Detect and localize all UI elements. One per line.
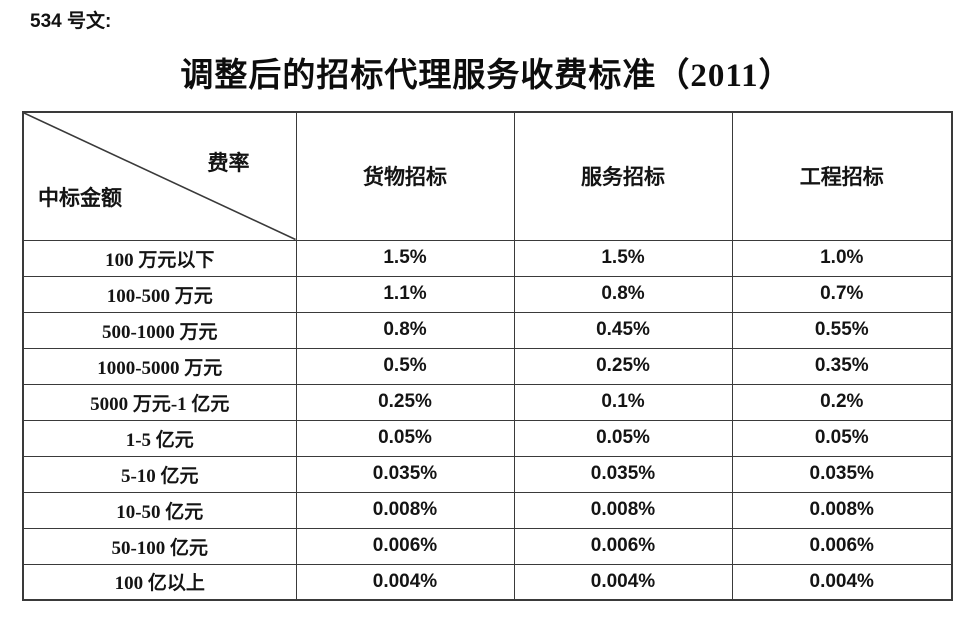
corner-label-amount: 中标金额 (38, 185, 122, 210)
rate-cell: 0.45% (513, 311, 733, 349)
row-label: 100 亿以上 (22, 563, 297, 601)
page-title: 调整后的招标代理服务收费标准（2011） (180, 58, 793, 94)
table-row: 10-50 亿元 0.008% 0.008% 0.008% (22, 491, 953, 529)
row-label: 500-1000 万元 (22, 311, 297, 349)
rate-cell: 0.004% (731, 563, 953, 601)
table-row: 500-1000 万元 0.8% 0.45% 0.55% (22, 311, 953, 349)
rate-cell: 0.035% (295, 455, 515, 493)
table-row: 5-10 亿元 0.035% 0.035% 0.035% (22, 455, 953, 493)
rate-cell: 0.25% (513, 347, 733, 385)
table-row: 50-100 亿元 0.006% 0.006% 0.006% (22, 527, 953, 565)
table-row: 100 万元以下 1.5% 1.5% 1.0% (22, 239, 953, 277)
rate-cell: 0.05% (513, 419, 733, 457)
column-header-engineering: 工程招标 (731, 111, 953, 241)
rate-cell: 0.004% (513, 563, 733, 601)
row-label: 5-10 亿元 (22, 455, 297, 493)
table-row: 100 亿以上 0.004% 0.004% 0.004% (22, 563, 953, 601)
row-label: 5000 万元-1 亿元 (22, 383, 297, 421)
table-header-row: 费率 中标金额 货物招标 服务招标 工程招标 (22, 111, 953, 241)
row-label: 1-5 亿元 (22, 419, 297, 457)
row-label: 100 万元以下 (22, 239, 297, 277)
rate-cell: 0.55% (731, 311, 953, 349)
rate-cell: 1.5% (295, 239, 515, 277)
rate-cell: 0.035% (731, 455, 953, 493)
rate-cell: 0.1% (513, 383, 733, 421)
rate-cell: 0.008% (295, 491, 515, 529)
corner-label-rate: 费率 (207, 151, 250, 175)
rate-cell: 1.0% (731, 239, 953, 277)
row-label: 10-50 亿元 (22, 491, 297, 529)
rate-cell: 0.8% (513, 275, 733, 313)
rate-cell: 0.008% (731, 491, 953, 529)
table-row: 1000-5000 万元 0.5% 0.25% 0.35% (22, 347, 953, 385)
document-number-label: 534 号文: (30, 11, 112, 32)
rate-cell: 0.008% (513, 491, 733, 529)
diagonal-corner-cell: 费率 中标金额 (22, 111, 297, 241)
rate-cell: 0.2% (731, 383, 953, 421)
rate-cell: 0.05% (731, 419, 953, 457)
rate-cell: 1.1% (295, 275, 515, 313)
rate-cell: 0.8% (295, 311, 515, 349)
column-header-goods: 货物招标 (295, 111, 515, 241)
rate-cell: 0.25% (295, 383, 515, 421)
column-header-services: 服务招标 (513, 111, 733, 241)
table-row: 5000 万元-1 亿元 0.25% 0.1% 0.2% (22, 383, 953, 421)
rate-cell: 0.004% (295, 563, 515, 601)
rate-cell: 0.35% (731, 347, 953, 385)
rate-cell: 0.006% (513, 527, 733, 565)
table-row: 100-500 万元 1.1% 0.8% 0.7% (22, 275, 953, 313)
fee-standard-table: 费率 中标金额 货物招标 服务招标 工程招标 100 万元以下 1.5% 1.5… (22, 111, 953, 601)
row-label: 1000-5000 万元 (22, 347, 297, 385)
rate-cell: 0.05% (295, 419, 515, 457)
row-label: 50-100 亿元 (22, 527, 297, 565)
table-row: 1-5 亿元 0.05% 0.05% 0.05% (22, 419, 953, 457)
rate-cell: 0.006% (731, 527, 953, 565)
diagonal-divider-line (24, 113, 296, 240)
rate-cell: 0.006% (295, 527, 515, 565)
rate-cell: 0.5% (295, 347, 515, 385)
rate-cell: 0.035% (513, 455, 733, 493)
row-label: 100-500 万元 (22, 275, 297, 313)
rate-cell: 0.7% (731, 275, 953, 313)
rate-cell: 1.5% (513, 239, 733, 277)
